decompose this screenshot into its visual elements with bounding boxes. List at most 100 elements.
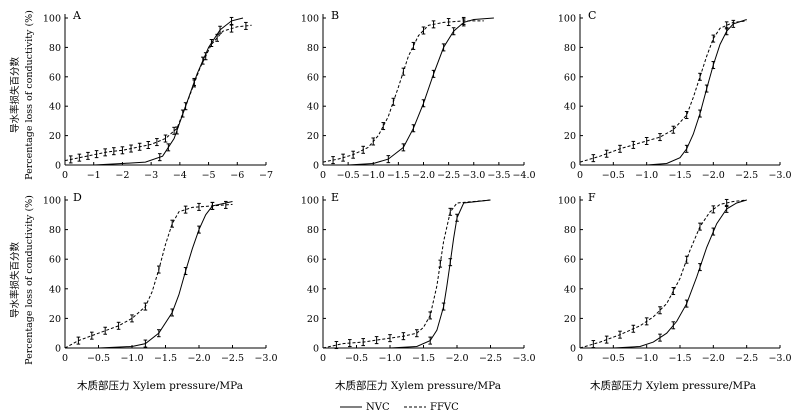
- y-axis-label-en-top: Percentage loss of conductivity (%): [24, 10, 35, 180]
- error-bar-nvc-c-1: [698, 109, 702, 118]
- error-bar-nvc-e-1: [441, 302, 446, 311]
- error-bar-ffvc-e-9: [448, 207, 453, 216]
- error-bar-ffvc-d-4: [130, 314, 134, 323]
- y-tick-label-c-1: 20: [564, 131, 576, 142]
- error-bar-ffvc-a-13: [180, 109, 185, 118]
- x-tick-label-a-2: −2: [115, 170, 129, 181]
- error-bar-ffvc-b-3: [361, 145, 365, 154]
- error-bar-nvc-d-0: [143, 339, 148, 348]
- error-bar-ffvc-c-3: [631, 140, 636, 149]
- panel-letter-f: F: [588, 191, 596, 204]
- error-bar-ffvc-a-1: [77, 153, 82, 162]
- y-tick-label-e-5: 100: [301, 196, 319, 207]
- y-tick-label-d-5: 100: [43, 196, 61, 207]
- panel-letter-c: C: [588, 9, 596, 22]
- y-tick-label-f-2: 40: [564, 284, 576, 295]
- x-tick-label-d-3: −1.5: [154, 353, 177, 364]
- y-tick-label-a-5: 100: [43, 14, 61, 25]
- error-bar-ffvc-d-0: [76, 336, 81, 345]
- error-bar-ffvc-a-2: [86, 151, 90, 160]
- error-bar-ffvc-c-6: [671, 125, 676, 134]
- x-tick-label-f-3: −1.5: [668, 353, 691, 364]
- x-tick-label-a-3: −3: [144, 170, 158, 181]
- error-bar-ffvc-a-4: [103, 148, 107, 157]
- error-bar-ffvc-a-7: [129, 144, 133, 153]
- x-tick-label-f-1: −0.5: [602, 353, 625, 364]
- y-tick-label-c-0: 0: [570, 161, 576, 172]
- x-tick-label-b-6: −3.0: [462, 170, 485, 181]
- panel-letter-a: A: [72, 9, 82, 22]
- error-bar-ffvc-d-11: [224, 200, 228, 209]
- x-tick-label-a-1: −1: [87, 170, 101, 181]
- error-bar-nvc-f-1: [671, 321, 676, 330]
- x-tick-label-e-3: −1.5: [412, 353, 435, 364]
- error-bar-nvc-a-7: [218, 25, 222, 34]
- panel-a: 0 −1 −2 −3 −4 −5 −6 −7 0 20 40 60 80 100 A: [43, 9, 273, 181]
- y-axis-label-en-bottom: Percentage loss of conductivity (%): [24, 195, 35, 365]
- x-tick-label-a-4: −4: [173, 170, 187, 181]
- error-bar-ffvc-b-5: [381, 122, 386, 131]
- x-tick-label-e-6: −3.0: [512, 353, 535, 364]
- error-bar-ffvc-e-8: [438, 259, 443, 268]
- x-tick-label-b-3: −1.5: [387, 170, 410, 181]
- x-tick-label-d-5: −2.5: [221, 353, 244, 364]
- error-bar-ffvc-c-7: [684, 111, 689, 120]
- error-bar-ffvc-f-9: [711, 205, 716, 214]
- y-tick-label-c-4: 80: [564, 43, 576, 54]
- x-tick-label-a-7: −7: [259, 170, 273, 181]
- x-tick-label-e-2: −1.0: [378, 353, 401, 364]
- x-tick-label-d-1: −0.5: [87, 353, 110, 364]
- error-bar-ffvc-f-2: [618, 330, 622, 339]
- y-tick-label-a-4: 80: [49, 43, 61, 54]
- y-tick-label-c-2: 40: [564, 102, 576, 113]
- y-tick-label-a-2: 40: [49, 102, 61, 113]
- error-bar-ffvc-e-7: [428, 311, 432, 320]
- error-bar-nvc-b-0: [386, 155, 391, 164]
- error-bar-nvc-b-4: [431, 69, 436, 78]
- error-bar-ffvc-e-2: [361, 338, 365, 347]
- error-bar-ffvc-b-4: [371, 137, 376, 146]
- x-tick-label-b-2: −1.0: [362, 170, 385, 181]
- x-tick-label-b-4: −2.0: [412, 170, 435, 181]
- x-tick-label-e-0: 0: [320, 353, 326, 364]
- y-tick-label-b-0: 0: [313, 161, 319, 172]
- error-bar-nvc-b-5: [441, 43, 446, 52]
- error-bar-nvc-d-3: [183, 267, 188, 276]
- y-tick-label-f-4: 80: [564, 225, 576, 236]
- error-bar-ffvc-d-1: [90, 331, 94, 340]
- error-bar-ffvc-e-3: [374, 336, 379, 345]
- y-tick-label-f-5: 100: [558, 196, 576, 207]
- error-bar-ffvc-a-14: [192, 79, 197, 88]
- error-bar-ffvc-c-8: [698, 72, 702, 81]
- y-tick-label-c-3: 60: [564, 72, 576, 83]
- error-bar-ffvc-f-8: [698, 222, 702, 231]
- error-bar-ffvc-f-5: [658, 306, 662, 315]
- legend-label-nvc: NVC: [366, 402, 390, 413]
- error-bar-ffvc-a-8: [137, 142, 142, 151]
- error-bar-ffvc-a-10: [155, 138, 159, 147]
- y-tick-label-e-4: 80: [307, 225, 319, 236]
- series-line-ffvc-b: [322, 20, 484, 163]
- error-bar-ffvc-f-7: [684, 255, 689, 264]
- y-axis-label-cn-bottom: 导水率损失百分数: [9, 242, 21, 319]
- y-tick-label-e-2: 40: [307, 284, 319, 295]
- error-bar-nvc-b-6: [451, 27, 456, 36]
- error-bar-ffvc-d-7: [170, 219, 174, 228]
- x-tick-label-a-6: −6: [230, 170, 244, 181]
- error-bar-ffvc-c-10: [724, 21, 729, 30]
- x-tick-label-f-6: −3.0: [768, 353, 791, 364]
- error-bar-nvc-c-2: [704, 84, 709, 93]
- x-tick-label-e-5: −2.5: [479, 353, 502, 364]
- panel-letter-e: E: [331, 191, 339, 204]
- error-bar-ffvc-b-7: [401, 67, 406, 76]
- y-tick-label-b-3: 60: [307, 72, 319, 83]
- y-tick-label-b-1: 20: [307, 131, 319, 142]
- error-bar-nvc-f-4: [711, 227, 716, 236]
- y-axis-label-cn-top: 导水率损失百分数: [9, 57, 21, 134]
- error-bar-nvc-f-3: [698, 263, 702, 272]
- error-bar-ffvc-b-6: [391, 97, 396, 106]
- error-bar-ffvc-a-16: [215, 33, 219, 42]
- error-bar-nvc-a-1: [166, 143, 171, 152]
- error-bar-ffvc-b-12: [461, 16, 466, 25]
